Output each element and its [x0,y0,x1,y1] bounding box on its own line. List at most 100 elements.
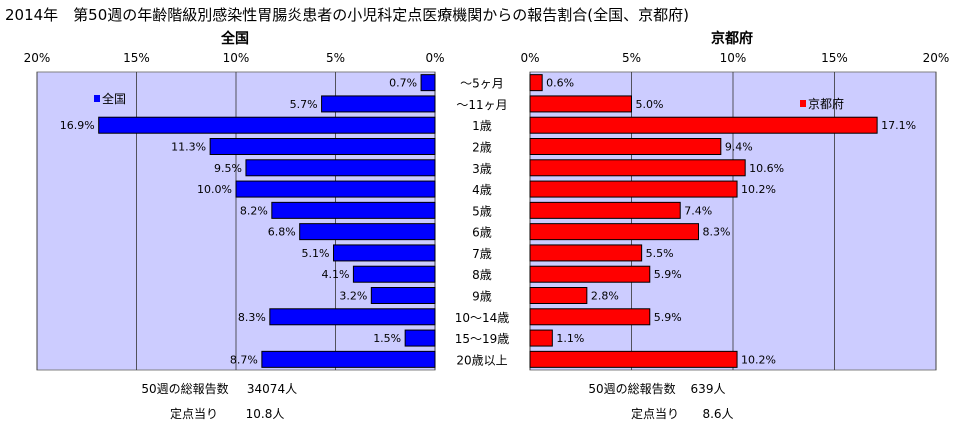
kyoto-panel-title: 京都府 [711,30,753,47]
kyoto-legend-swatch [800,100,806,107]
age-category-label: 10～14歳 [455,311,510,325]
national-value-label: 3.2% [339,290,367,303]
national-value-label: 16.9% [60,119,95,132]
national-tick-label: 10% [223,51,250,65]
national-value-label: 9.5% [214,162,242,175]
kyoto-bar [529,74,543,92]
national-tick-label: 5% [326,51,345,65]
national-bar [261,350,436,368]
kyoto-bar [529,244,643,262]
kyoto-value-label: 8.3% [702,226,730,239]
national-tick-label: 0% [425,51,444,65]
kyoto-bar [529,329,553,347]
national-tick-label: 15% [123,51,150,65]
national-bar [352,265,436,283]
national-value-label: 8.3% [238,311,266,324]
kyoto-bar [529,201,681,219]
kyoto-bar [529,159,746,177]
kyoto-value-label: 5.0% [636,98,664,111]
age-category-label: 7歳 [472,247,492,261]
national-panel-title: 全国 [220,30,249,47]
kyoto-bar [529,95,632,113]
national-total-label: 50週の総報告数 [141,381,228,396]
kyoto-per-site-value: 8.6人 [702,407,733,421]
age-category-label: 8歳 [472,268,492,282]
kyoto-value-label: 17.1% [881,119,916,132]
kyoto-legend-label: 京都府 [808,96,844,111]
kyoto-per-site-label: 定点当り [631,406,679,421]
national-value-label: 11.3% [171,141,206,154]
age-category-label: ～5ヶ月 [460,77,504,91]
age-category-label: 5歳 [472,204,492,218]
national-bar [271,201,436,219]
kyoto-bar [529,350,738,368]
national-bar [321,95,436,113]
national-value-label: 10.0% [197,183,232,196]
age-category-label: 6歳 [472,226,492,240]
kyoto-tick-label: 10% [720,51,747,65]
national-bar [245,159,436,177]
national-bar [299,223,436,241]
national-bar [333,244,436,262]
national-value-label: 6.8% [268,226,296,239]
age-category-label: 4歳 [472,183,492,197]
national-value-label: 5.7% [290,98,318,111]
national-bar [420,74,436,92]
kyoto-value-label: 2.8% [591,290,619,303]
national-bar [235,180,436,198]
national-value-label: 0.7% [389,77,417,90]
national-value-label: 8.7% [230,353,258,366]
age-category-label: ～11ヶ月 [456,98,507,112]
national-value-label: 5.1% [302,247,330,260]
chart-title: 2014年 第50週の年齢階級別感染性胃腸炎患者の小児科定点医療機関からの報告割… [5,6,689,24]
kyoto-value-label: 10.2% [741,183,776,196]
national-bar [209,138,436,155]
kyoto-tick-label: 20% [923,51,950,65]
kyoto-tick-label: 0% [520,51,539,65]
kyoto-total-value: 639人 [691,382,726,396]
national-legend-swatch [94,95,100,102]
kyoto-value-label: 5.5% [646,247,674,260]
national-value-label: 1.5% [373,332,401,345]
kyoto-value-label: 0.6% [546,77,574,90]
kyoto-value-label: 7.4% [684,204,712,217]
kyoto-value-label: 10.2% [741,353,776,366]
kyoto-bar [529,180,738,198]
age-category-label: 15～19歳 [455,332,510,346]
age-category-label: 1歳 [472,119,492,133]
national-per-site-value: 10.8人 [246,407,285,421]
national-value-label: 8.2% [240,204,268,217]
kyoto-total-label: 50週の総報告数 [588,381,675,396]
kyoto-bar [529,308,651,326]
kyoto-value-label: 5.9% [654,311,682,324]
national-per-site-label: 定点当り [170,406,218,421]
national-bar [269,308,436,326]
kyoto-value-label: 5.9% [654,268,682,281]
age-category-label: 20歳以上 [456,353,507,367]
national-bar [370,287,436,304]
kyoto-bar [529,287,588,304]
age-category-labels: ～5ヶ月 ～11ヶ月 1歳 2歳 3歳 4歳 5歳 6歳 7歳 8歳 9歳 10～14歳 15～19歳 2… [455,77,510,368]
kyoto-tick-label: 15% [821,51,848,65]
national-total-value: 34074人 [247,382,297,396]
kyoto-tick-label: 5% [622,51,641,65]
national-bar [404,329,436,347]
age-category-label: 3歳 [472,162,492,176]
age-category-label: 2歳 [472,141,492,155]
national-tick-label: 20% [24,51,51,65]
kyoto-bar [529,265,651,283]
national-plot-area: 20% 15% 10% 5% 0% 0.7% 5.7% 16.9% 11.3% 9.5% 10.0%… [24,51,445,371]
kyoto-bar [529,116,878,134]
national-value-label: 4.1% [321,268,349,281]
kyoto-value-label: 9.4% [725,141,753,154]
age-category-label: 9歳 [472,290,492,304]
kyoto-bar [529,223,699,241]
national-bar [98,116,436,134]
kyoto-plot-area: 0% 5% 10% 15% 20% 0.6% 5.0% 17.1% 9.4% 10.6% 10.2%… [520,51,950,371]
national-legend-label: 全国 [102,91,126,106]
kyoto-value-label: 10.6% [749,162,784,175]
kyoto-value-label: 1.1% [556,332,584,345]
kyoto-bar [529,138,722,155]
